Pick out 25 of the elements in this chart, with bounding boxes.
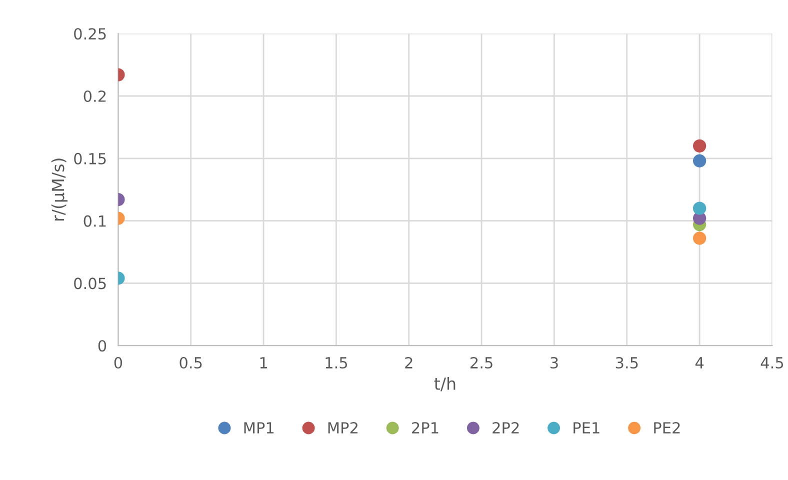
legend-label: 2P2 [492,422,519,434]
x-axis-title: t/h [434,377,456,392]
x-tick-label: 4.5 [760,357,784,369]
y-tick-label: 0.2 [84,90,106,102]
x-tick-label: 1.5 [326,357,348,369]
x-tick-label: 4 [695,357,704,368]
x-tick-label: 2.5 [470,356,492,369]
y-tick-label: 0 [98,340,106,352]
y-tick-label: 0.05 [74,278,106,290]
x-tick-label: 2 [405,356,412,368]
legend-label: MP2 [328,422,358,434]
legend-label: PE2 [654,422,680,434]
point [692,154,706,168]
x-tick-label: 0.5 [180,356,202,369]
x-tick-label: 1 [260,357,267,368]
legend-label: 2P1 [412,422,438,434]
legend-label: MP1 [244,422,274,434]
y-tick-label: 0.1 [84,215,106,227]
x-tick-label: 0 [114,356,122,369]
x-tick-label: 3.5 [616,356,638,369]
y-tick-label: 0.25 [74,28,106,40]
y-axis-title: r/(μM/s) [51,158,68,220]
x-tick-label: 3 [550,356,558,369]
y-tick-label: 0.15 [74,152,106,164]
legend-label: PE1 [574,422,600,434]
